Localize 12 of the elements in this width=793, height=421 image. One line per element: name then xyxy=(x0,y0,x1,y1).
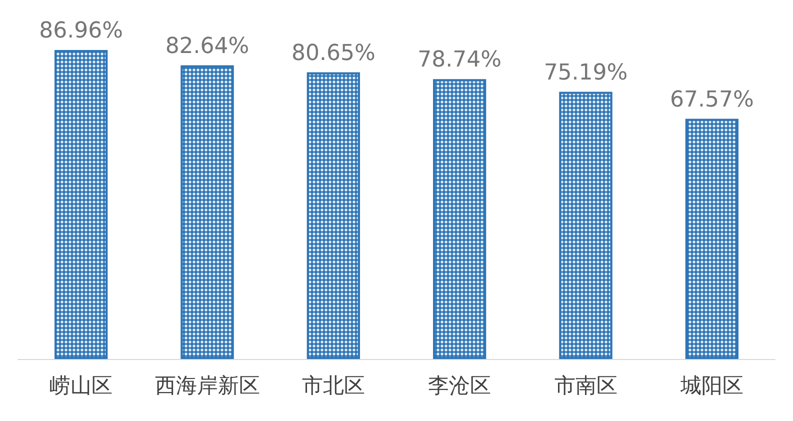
x-tick-label: 西海岸新区 xyxy=(154,374,260,398)
data-label: 67.57% xyxy=(670,87,754,112)
data-label: 75.19% xyxy=(544,60,628,86)
data-label: 86.96% xyxy=(39,18,124,44)
x-tick-label: 市南区 xyxy=(554,374,618,398)
data-label: 80.65% xyxy=(291,40,376,66)
x-tick-label: 崂山区 xyxy=(50,374,113,398)
data-label: 78.74% xyxy=(418,48,502,73)
x-tick-label: 李沧区 xyxy=(428,374,492,398)
x-tick-label: 城阳区 xyxy=(679,374,744,398)
x-tick-label: 市北区 xyxy=(302,374,365,398)
data-label: 82.64% xyxy=(165,34,250,59)
